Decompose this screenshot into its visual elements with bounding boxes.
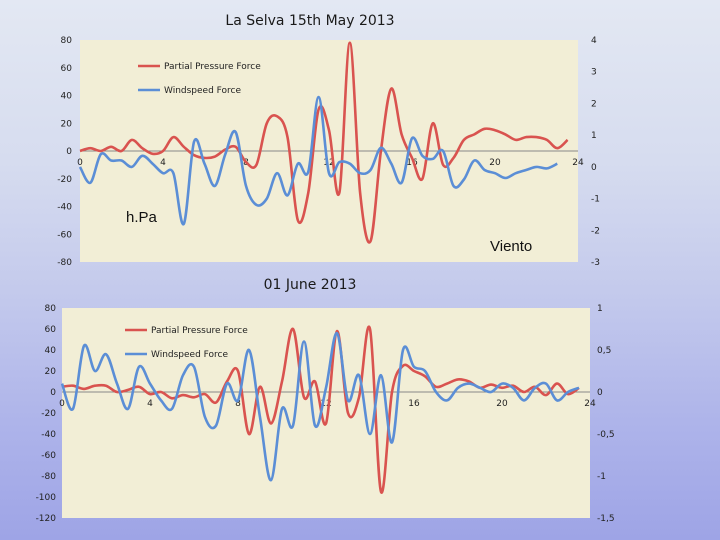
- y2-tick-label: 1: [591, 131, 597, 141]
- y-tick-label: -20: [57, 175, 72, 185]
- y2-tick-label: -1: [597, 472, 606, 482]
- series-line-pressure: [79, 41, 569, 244]
- label-hpa: h.Pa: [126, 209, 158, 226]
- y-tick-label: 40: [61, 92, 73, 102]
- plot-area: [62, 308, 590, 518]
- y2-tick-label: -1: [591, 195, 600, 205]
- legend-entry: Windspeed Force: [164, 86, 241, 96]
- y-tick-label: 60: [45, 325, 57, 335]
- x-tick-label: 4: [160, 158, 166, 168]
- y-tick-label: 20: [45, 367, 57, 377]
- chart-title-top: La Selva 15th May 2013: [225, 13, 395, 29]
- x-tick-label: 4: [147, 399, 153, 409]
- y2-tick-label: 4: [591, 36, 597, 46]
- y2-tick-label: 2: [591, 99, 597, 109]
- y2-tick-label: -2: [591, 226, 600, 236]
- y-tick-label: -80: [57, 258, 72, 268]
- y-tick-label: 60: [61, 64, 73, 74]
- y2-tick-label: -1,5: [597, 514, 615, 524]
- x-tick-label: 12: [323, 158, 334, 168]
- label-viento: Viento: [490, 238, 532, 255]
- series-line-windspeed: [60, 331, 580, 482]
- x-tick-label: 16: [408, 399, 420, 409]
- x-tick-label: 16: [406, 158, 418, 168]
- chart-bottom: -120-100-80-60-40-20020406080-1,5-1-0,50…: [36, 304, 615, 524]
- x-tick-label: 0: [77, 158, 83, 168]
- y-tick-label: -100: [36, 493, 57, 503]
- y2-tick-label: 1: [597, 304, 603, 314]
- x-tick-label: 12: [320, 399, 331, 409]
- x-tick-label: 8: [235, 399, 241, 409]
- y2-tick-label: -0,5: [597, 430, 615, 440]
- y-tick-label: -40: [41, 430, 56, 440]
- y-tick-label: -120: [36, 514, 57, 524]
- y-tick-label: -60: [41, 451, 56, 461]
- y2-tick-label: 0: [597, 388, 603, 398]
- y-tick-label: -80: [41, 472, 56, 482]
- legend-entry: Windspeed Force: [151, 350, 228, 360]
- y2-tick-label: 3: [591, 68, 597, 78]
- y-tick-label: 0: [66, 147, 72, 157]
- x-tick-label: 20: [496, 399, 508, 409]
- legend-entry: Partial Pressure Force: [151, 326, 248, 336]
- chart-title-bottom: 01 June 2013: [263, 277, 357, 293]
- series-line-windspeed: [78, 95, 558, 226]
- y-tick-label: -40: [57, 203, 72, 213]
- y2-tick-label: 0: [591, 163, 597, 173]
- x-tick-label: 0: [59, 399, 65, 409]
- y-tick-label: -60: [57, 230, 72, 240]
- y2-tick-label: 0,5: [597, 346, 611, 356]
- y-tick-label: 40: [45, 346, 57, 356]
- y-tick-label: 0: [50, 388, 56, 398]
- y-tick-label: 20: [61, 119, 73, 129]
- y-tick-label: 80: [61, 36, 73, 46]
- legend-entry: Partial Pressure Force: [164, 62, 261, 72]
- y-tick-label: 80: [45, 304, 57, 314]
- series-line-pressure: [61, 325, 580, 494]
- x-tick-label: 20: [489, 158, 501, 168]
- y-tick-label: -20: [41, 409, 56, 419]
- y2-tick-label: -3: [591, 258, 600, 268]
- x-tick-label: 24: [572, 158, 584, 168]
- x-tick-label: 24: [584, 399, 596, 409]
